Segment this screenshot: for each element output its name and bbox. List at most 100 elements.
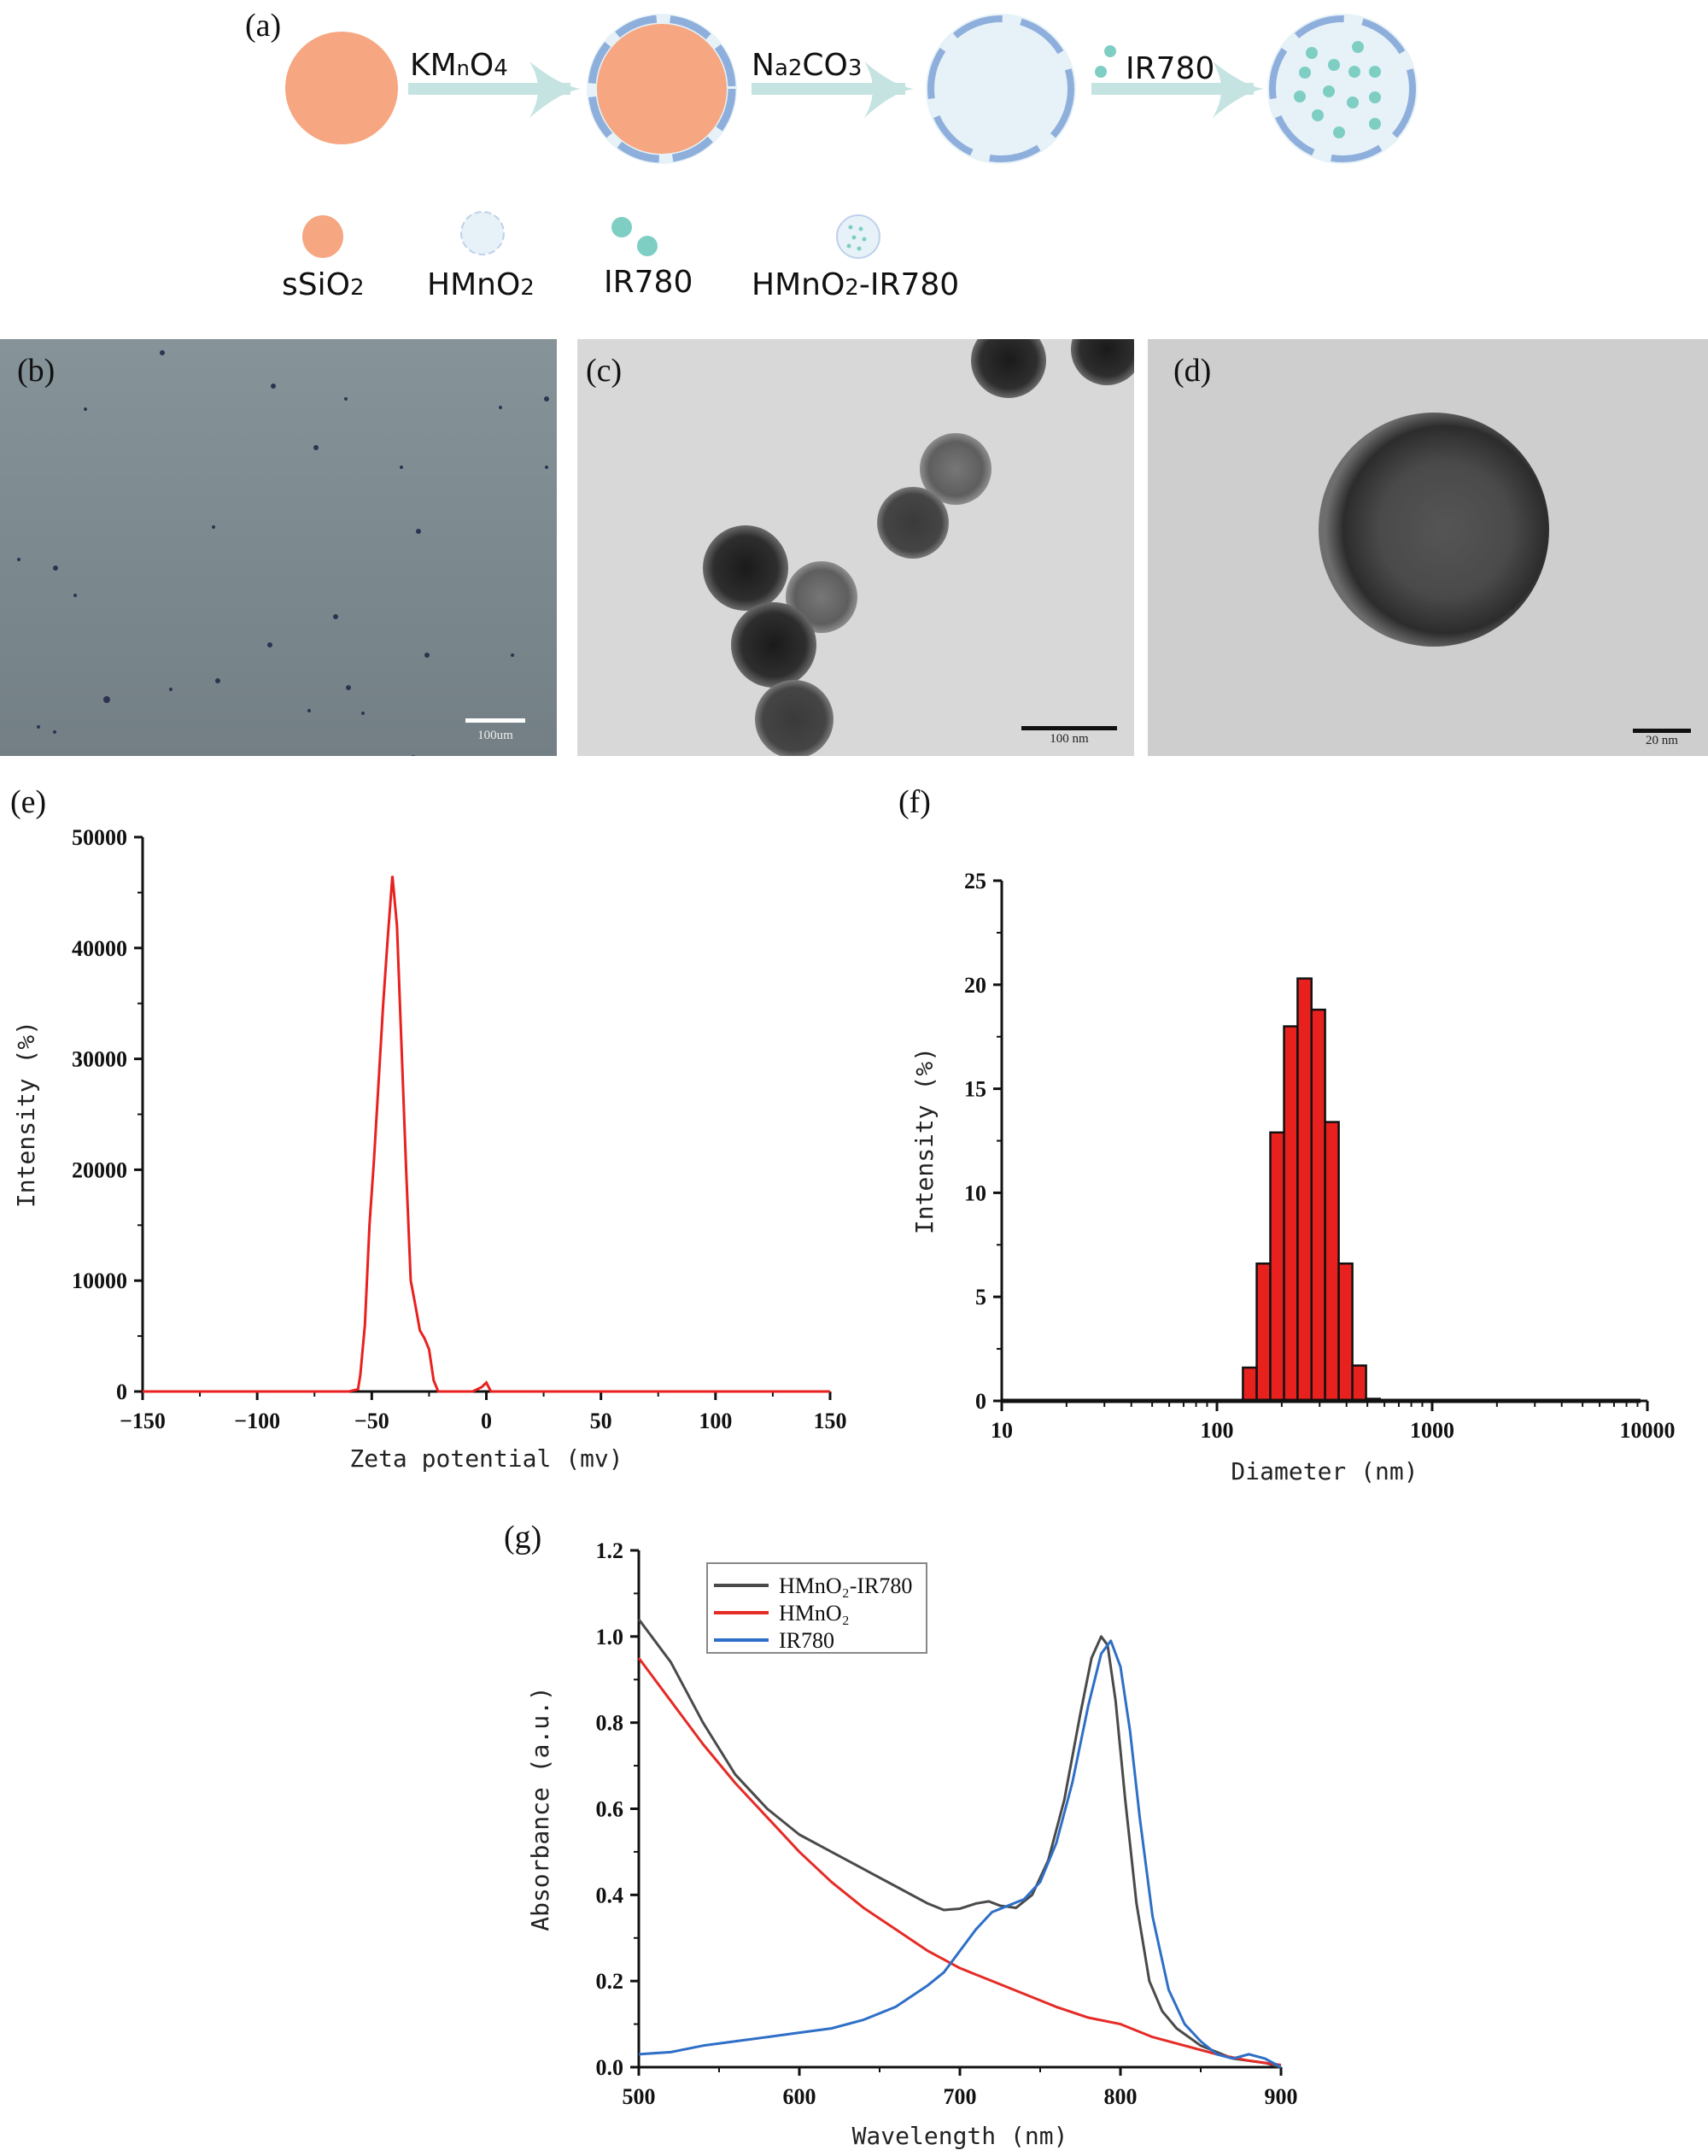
arrow-right-icon [1091,62,1264,118]
y-tick-label: 40000 [72,936,127,961]
nanoparticle-single [1319,413,1549,647]
legend-entry: HMnO₂-IR780 [779,1573,912,1598]
histogram-bar [1310,1008,1326,1403]
histogram-bar [1269,1131,1285,1403]
histogram-bar [1242,1366,1258,1403]
histogram-bar [1337,1262,1354,1403]
y-tick-label: 0.0 [596,2055,624,2080]
y-tick-label: 50000 [72,825,127,850]
tem-image-c: (c) 100 nm [577,339,1134,756]
reagent-kmno4: KMnO4 [410,48,508,83]
y-tick-label: 20000 [72,1157,127,1182]
ir780-dot-icon [1095,66,1107,78]
reagent-ir780: IR780 [1126,51,1214,86]
y-tick-label: 0.8 [596,1711,624,1736]
y-tick-label: 1.2 [596,1538,624,1563]
loaded-sphere-icon [1267,14,1418,164]
panel-label-c: (c) [586,353,623,389]
legend-hmno2-icon [460,211,505,255]
legend-label-hmno2: HMnO2 [427,267,535,302]
x-axis-label: Diameter (nm) [1231,1457,1418,1485]
panel-label-a: (a) [245,8,282,44]
legend-label-ssio2: sSiO2 [282,267,365,302]
panel-label-b: (b) [17,353,56,389]
x-tick-label: 50 [590,1409,612,1433]
x-axis-label: Wavelength (nm) [852,2122,1068,2150]
scale-bar [465,718,525,723]
x-tick-label: 10000 [1620,1418,1676,1443]
y-tick-label: 0 [116,1380,127,1404]
y-tick-label: 0 [975,1389,986,1414]
zeta-potential-chart: 0 10000 20000 30000 40000 50000 −150 −100 −50 0 50… [12,825,847,1473]
histogram-bar [1255,1262,1272,1403]
y-axis-label: Intensity (%) [910,1047,939,1234]
y-tick-label: 20 [964,973,986,998]
axes: 0 10000 20000 30000 40000 50000 −150 −100 −50 0 50… [72,825,847,1433]
x-tick-label: 150 [814,1409,847,1433]
x-tick-label: 800 [1104,2084,1138,2109]
x-tick-label: −100 [234,1409,280,1433]
x-tick-label: 10 [991,1418,1013,1443]
scale-bar-label: 100 nm [1050,732,1089,746]
y-tick-label: 10 [964,1181,986,1205]
x-tick-label: −50 [354,1409,389,1433]
legend-ir780-icon [611,217,632,237]
y-tick-label: 0.4 [596,1883,624,1907]
panel-label-e: (e) [10,784,47,820]
optical-micrograph-b: (b) 100um [0,339,557,756]
arrow-right-icon [752,62,914,118]
y-tick-label: 30000 [72,1047,127,1072]
x-tick-label: 100 [1201,1418,1234,1443]
particle-dots [17,350,549,756]
reagent-na2co3: Na2CO3 [752,48,862,83]
y-tick-label: 5 [975,1285,986,1309]
coated-sphere-icon [587,14,737,164]
histogram-bar [1324,1121,1340,1403]
scale-bar-label: 100um [477,729,513,742]
histogram-bar [1296,977,1313,1403]
y-tick-label: 25 [964,869,986,893]
y-tick-label: 15 [964,1077,986,1102]
y-tick-label: 0.6 [596,1797,624,1822]
legend-hmno2-ir780-icon [836,214,880,259]
nanoparticles [703,339,1134,756]
x-tick-label: 0 [481,1409,492,1433]
spectrum-line [637,1618,1282,2069]
synthesis-schematic: KMnO4 Na2CO3 IR780 [282,14,1418,302]
histogram-bar [1351,1364,1367,1403]
spectrum-line [637,1657,1282,2066]
size-distribution-chart: 0 5 10 15 20 25 10 100 1000 10000 Diameter (nm) Int… [910,869,1676,1485]
scale-bar-label: 20 nm [1646,734,1678,747]
x-tick-label: 1000 [1410,1418,1454,1443]
x-axis-label: Zeta potential (mv) [349,1444,623,1473]
y-tick-label: 0.2 [596,1969,624,1994]
legend-ssio2-icon [302,215,343,258]
x-tick-label: 600 [783,2084,816,2109]
legend-ir780-icon [637,236,658,256]
axes: 0 5 10 15 20 25 10 100 1000 10000 [964,869,1676,1443]
y-axis-label: Absorbance (a.u.) [526,1686,554,1931]
x-tick-label: −150 [120,1409,166,1433]
panel-label-f: (f) [898,784,931,820]
x-tick-label: 700 [944,2084,977,2109]
histogram-bar [1283,1025,1299,1403]
x-tick-label: 100 [699,1409,732,1433]
y-tick-label: 10000 [72,1268,127,1293]
arrow-right-icon [408,62,581,118]
axes: 0.0 0.2 0.4 0.6 0.8 1.0 1.2 500 600 700 800 900 [596,1538,1298,2109]
hollow-sphere-icon [926,14,1076,164]
x-tick-label: 900 [1265,2084,1298,2109]
legend-label-ir780: IR780 [604,265,693,300]
zeta-line [143,876,830,1393]
legend-entry: IR780 [779,1628,834,1653]
y-tick-label: 1.0 [596,1625,624,1649]
ir780-dot-icon [1104,45,1116,57]
spectrum-line [638,1639,1282,2069]
scale-bar [1021,726,1117,730]
y-axis-label: Intensity (%) [12,1021,40,1208]
x-tick-label: 500 [623,2084,656,2109]
legend-label-hmno2-ir780: HMnO2-IR780 [752,267,959,302]
panel-label-d: (d) [1173,353,1212,389]
panel-label-g: (g) [504,1520,542,1555]
legend-entry: HMnO₂ [779,1601,850,1626]
